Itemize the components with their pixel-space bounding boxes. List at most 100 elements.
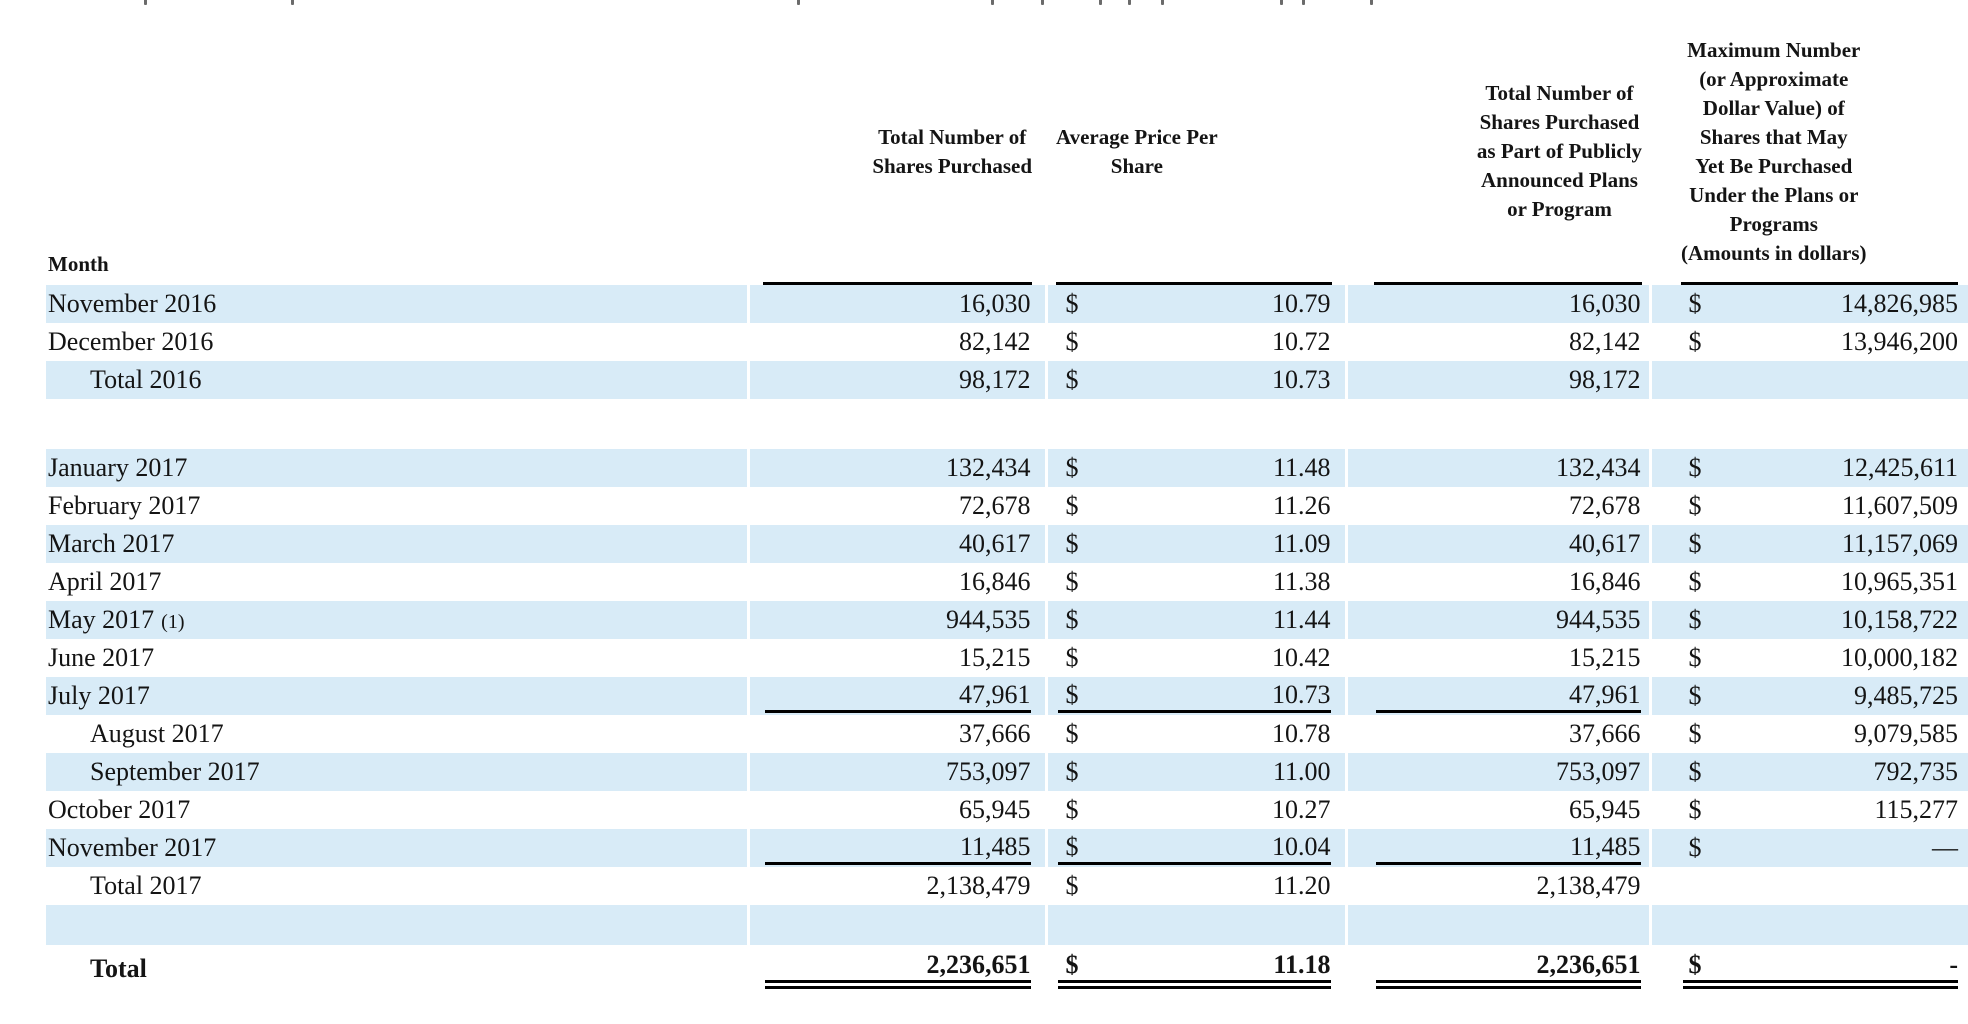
table-row: Total 2,236,651 $11.18 2,236,651 $ - bbox=[46, 945, 1968, 993]
max-remaining-cell: $ — bbox=[1648, 829, 1968, 867]
dollar-sign: $ bbox=[1688, 757, 1702, 786]
dollar-sign: $ bbox=[1688, 949, 1702, 979]
table-row: July 2017 47,961 $10.73 47,961 $9,485,72… bbox=[46, 677, 1968, 715]
max-remaining-cell: $10,158,722 bbox=[1648, 601, 1968, 639]
plan-shares-value: 753,097 bbox=[1556, 757, 1641, 786]
month-cell: July 2017 bbox=[46, 677, 748, 715]
month-label: March 2017 bbox=[48, 529, 175, 558]
dollar-sign: $ bbox=[1065, 567, 1079, 596]
total-shares-value: 65,945 bbox=[959, 795, 1031, 824]
table-row bbox=[46, 905, 1968, 945]
table-row: January 2017 132,434 $11.48 132,434 $12,… bbox=[46, 449, 1968, 487]
total-shares-cell bbox=[746, 399, 1046, 449]
month-cell bbox=[46, 905, 748, 945]
total-shares-value: 47,961 bbox=[959, 679, 1031, 709]
average-price-value: 11.09 bbox=[1272, 529, 1331, 558]
max-remaining-value: 11,607,509 bbox=[1841, 491, 1958, 520]
plan-shares-cell: 40,617 bbox=[1344, 525, 1650, 563]
month-cell: November 2017 bbox=[46, 829, 748, 867]
total-shares-value: 753,097 bbox=[946, 757, 1031, 786]
table-row: April 2017 16,846 $11.38 16,846 $10,965,… bbox=[46, 563, 1968, 601]
plan-shares-value: 82,142 bbox=[1569, 327, 1641, 356]
month-label: July 2017 bbox=[48, 681, 150, 710]
plan-shares-cell bbox=[1344, 905, 1650, 945]
max-remaining-value: 14,826,985 bbox=[1841, 289, 1958, 318]
max-remaining-cell: $10,000,182 bbox=[1648, 639, 1968, 677]
table-row: February 2017 72,678 $11.26 72,678 $11,6… bbox=[46, 487, 1968, 525]
month-cell: April 2017 bbox=[46, 563, 748, 601]
plan-shares-cell: 753,097 bbox=[1344, 753, 1650, 791]
total-shares-cell: 82,142 bbox=[746, 323, 1046, 361]
total-shares-cell: 65,945 bbox=[746, 791, 1046, 829]
month-cell: June 2017 bbox=[46, 639, 748, 677]
plan-shares-value: 132,434 bbox=[1556, 453, 1641, 482]
max-remaining-cell bbox=[1648, 905, 1968, 945]
dollar-sign: $ bbox=[1065, 795, 1079, 824]
total-shares-cell: 2,138,479 bbox=[746, 867, 1046, 905]
total-shares-value: 2,236,651 bbox=[926, 949, 1031, 979]
month-cell: Total bbox=[46, 945, 748, 993]
total-shares-cell: 944,535 bbox=[746, 601, 1046, 639]
average-price-cell: $11.00 bbox=[1044, 753, 1346, 791]
table-row: Total 2016 98,172 $10.73 98,172 bbox=[46, 361, 1968, 399]
dollar-sign: $ bbox=[1065, 831, 1079, 861]
dollar-sign: $ bbox=[1065, 453, 1079, 482]
month-cell: December 2016 bbox=[46, 323, 748, 361]
average-price-cell: $10.79 bbox=[1044, 285, 1346, 323]
dollar-sign: $ bbox=[1688, 327, 1702, 356]
month-label: May 2017 bbox=[48, 605, 155, 634]
plan-shares-value: 11,485 bbox=[1569, 831, 1641, 861]
dollar-sign: $ bbox=[1065, 643, 1079, 672]
average-price-cell: $10.73 bbox=[1044, 361, 1346, 399]
average-price-cell: $11.44 bbox=[1044, 601, 1346, 639]
max-remaining-cell: $ - bbox=[1648, 945, 1968, 993]
max-remaining-cell: $9,485,725 bbox=[1648, 677, 1968, 715]
max-remaining-value: 10,965,351 bbox=[1841, 567, 1958, 596]
max-remaining-value: 10,000,182 bbox=[1841, 643, 1958, 672]
dollar-sign: $ bbox=[1688, 605, 1702, 634]
dollar-sign: $ bbox=[1065, 719, 1079, 748]
month-label: Total 2017 bbox=[90, 871, 202, 900]
column-header-month: Month bbox=[48, 252, 109, 276]
plan-shares-cell: 37,666 bbox=[1344, 715, 1650, 753]
total-shares-value: 82,142 bbox=[959, 327, 1031, 356]
plan-shares-value: 16,846 bbox=[1569, 567, 1641, 596]
plan-shares-value: 65,945 bbox=[1569, 795, 1641, 824]
month-cell: February 2017 bbox=[46, 487, 748, 525]
dollar-sign: $ bbox=[1065, 605, 1079, 634]
average-price-value: 10.42 bbox=[1272, 643, 1331, 672]
total-shares-cell: 753,097 bbox=[746, 753, 1046, 791]
plan-shares-value: 2,236,651 bbox=[1536, 949, 1641, 979]
max-remaining-cell: $11,157,069 bbox=[1648, 525, 1968, 563]
column-header-total-shares-purchased: Total Number of Shares Purchased bbox=[748, 24, 1046, 285]
average-price-cell: $11.18 bbox=[1044, 945, 1346, 993]
average-price-value: 10.27 bbox=[1272, 795, 1331, 824]
dollar-sign: $ bbox=[1065, 679, 1079, 709]
dollar-sign: $ bbox=[1688, 567, 1702, 596]
plan-shares-value: 98,172 bbox=[1569, 365, 1641, 394]
table-row: November 2017 11,485 $10.04 11,485 $ — bbox=[46, 829, 1968, 867]
max-remaining-cell bbox=[1648, 361, 1968, 399]
average-price-value: 10.72 bbox=[1272, 327, 1331, 356]
table-row: December 2016 82,142 $10.72 82,142 $13,9… bbox=[46, 323, 1968, 361]
dollar-sign: $ bbox=[1688, 289, 1702, 318]
average-price-value: 11.48 bbox=[1272, 453, 1331, 482]
header-row: Month Total Number of Shares Purchased A… bbox=[46, 24, 1968, 285]
average-price-cell bbox=[1044, 905, 1346, 945]
average-price-cell: $10.04 bbox=[1044, 829, 1346, 867]
total-shares-cell: 132,434 bbox=[746, 449, 1046, 487]
total-shares-value: 40,617 bbox=[959, 529, 1031, 558]
plan-shares-cell: 2,236,651 bbox=[1344, 945, 1650, 993]
total-shares-cell: 47,961 bbox=[746, 677, 1046, 715]
table-row: October 2017 65,945 $10.27 65,945 $115,2… bbox=[46, 791, 1968, 829]
max-remaining-cell: $12,425,611 bbox=[1648, 449, 1968, 487]
plan-shares-cell: 65,945 bbox=[1344, 791, 1650, 829]
total-shares-value: 132,434 bbox=[946, 453, 1031, 482]
total-shares-cell: 98,172 bbox=[746, 361, 1046, 399]
max-remaining-value: 792,735 bbox=[1873, 757, 1959, 786]
dollar-sign: $ bbox=[1688, 833, 1702, 862]
plan-shares-cell: 944,535 bbox=[1344, 601, 1650, 639]
total-shares-value: 72,678 bbox=[959, 491, 1031, 520]
total-shares-cell: 2,236,651 bbox=[746, 945, 1046, 993]
